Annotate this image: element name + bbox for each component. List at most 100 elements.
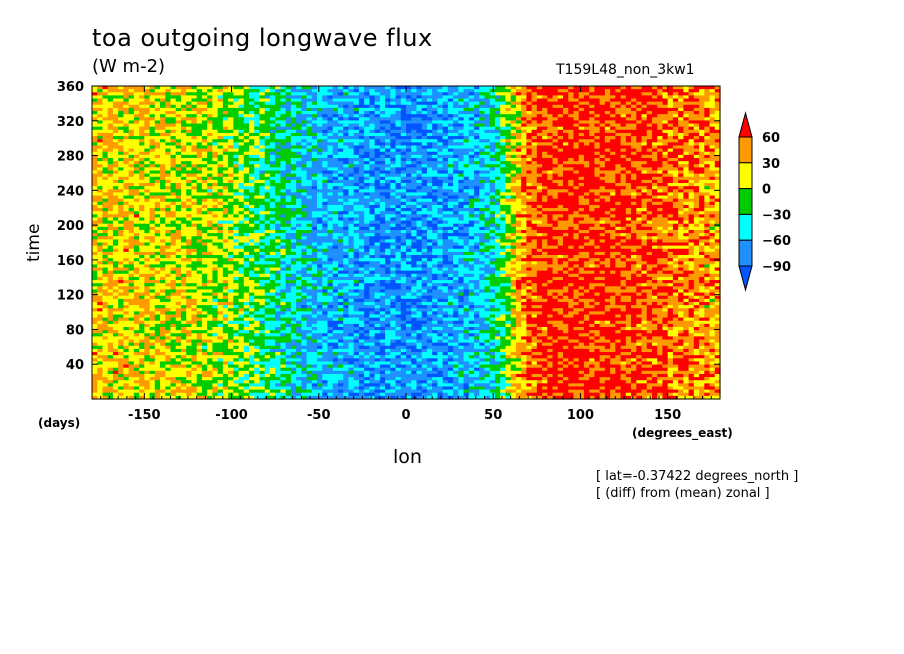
heatmap-cell [332, 123, 339, 128]
heatmap-cell [589, 126, 595, 131]
heatmap-cell [196, 117, 203, 122]
heatmap-cell [620, 195, 627, 200]
heatmap-cell [296, 104, 302, 109]
heatmap-cell [301, 208, 308, 212]
heatmap-cell [406, 145, 412, 150]
heatmap-cell [479, 136, 486, 140]
heatmap-cell [343, 92, 350, 96]
heatmap-cell [688, 192, 695, 197]
heatmap-cell [123, 214, 130, 219]
heatmap-cell [212, 183, 219, 187]
heatmap-cell [468, 154, 475, 159]
heatmap-cell [118, 183, 124, 187]
heatmap-cell [238, 192, 245, 197]
heatmap-cell [296, 139, 302, 143]
heatmap-cell [212, 104, 219, 109]
heatmap-cell [348, 92, 355, 96]
heatmap-cell [604, 98, 611, 103]
heatmap-cell [699, 145, 705, 150]
heatmap-cell [201, 148, 208, 153]
heatmap-cell [290, 86, 297, 90]
heatmap-cell [102, 101, 109, 106]
heatmap-cell [667, 114, 674, 118]
heatmap-cell [636, 183, 643, 187]
heatmap-cell [191, 173, 198, 178]
heatmap-cell [364, 89, 370, 93]
heatmap-cell [542, 123, 548, 128]
heatmap-cell [709, 208, 716, 212]
heatmap-cell [170, 92, 177, 96]
heatmap-cell [568, 176, 575, 181]
heatmap-cell [631, 173, 637, 178]
heatmap-cell [149, 183, 156, 187]
heatmap-cell [374, 176, 381, 181]
heatmap-cell [222, 111, 229, 115]
heatmap-cell [699, 92, 705, 96]
heatmap-cell [651, 179, 658, 184]
heatmap-cell [568, 95, 575, 100]
heatmap-cell [688, 198, 695, 203]
heatmap-cell [442, 123, 449, 128]
heatmap-cell [699, 107, 705, 112]
heatmap-cell [165, 145, 172, 150]
heatmap-cell [180, 173, 187, 178]
heatmap-cell [212, 92, 219, 96]
heatmap-cell [563, 164, 569, 168]
heatmap-cell [364, 120, 370, 125]
heatmap-cell [437, 211, 444, 215]
heatmap-cell [458, 189, 465, 194]
heatmap-cell [290, 161, 297, 165]
heatmap-cell [437, 145, 444, 150]
heatmap-cell [264, 120, 271, 125]
heatmap-cell [332, 86, 339, 90]
heatmap-cell [123, 179, 130, 184]
heatmap-cell [578, 179, 585, 184]
heatmap-cell [149, 120, 156, 125]
heatmap-cell [442, 104, 449, 109]
heatmap-cell [264, 129, 271, 134]
heatmap-cell [196, 176, 203, 181]
heatmap-cell [489, 86, 496, 90]
heatmap-cell [494, 95, 501, 100]
heatmap-cell [489, 92, 496, 96]
heatmap-cell [217, 111, 224, 115]
heatmap-cell [275, 129, 281, 134]
heatmap-cell [510, 139, 517, 143]
heatmap-cell [589, 198, 595, 203]
heatmap-cell [165, 107, 172, 112]
heatmap-cell [343, 167, 350, 172]
heatmap-cell [578, 104, 585, 109]
heatmap-cell [306, 170, 313, 175]
heatmap-cell [411, 208, 418, 212]
heatmap-cell [144, 151, 151, 156]
heatmap-cell [337, 192, 344, 197]
heatmap-cell [170, 151, 177, 156]
heatmap-cell [515, 126, 522, 131]
heatmap-cell [625, 98, 632, 103]
heatmap-cell [175, 164, 182, 168]
heatmap-cell [233, 183, 240, 187]
heatmap-cell [186, 95, 193, 100]
heatmap-cell [526, 179, 533, 184]
heatmap-cell [568, 208, 575, 212]
heatmap-cell [678, 114, 684, 118]
heatmap-cell [154, 92, 161, 96]
heatmap-cell [92, 148, 98, 153]
heatmap-cell [296, 157, 302, 162]
heatmap-cell [217, 189, 224, 194]
heatmap-cell [594, 198, 601, 203]
heatmap-cell [531, 142, 538, 147]
heatmap-cell [112, 204, 119, 209]
heatmap-cell [222, 98, 229, 103]
heatmap-cell [688, 117, 695, 122]
heatmap-cell [107, 145, 114, 150]
heatmap-cell [678, 195, 684, 200]
heatmap-cell [102, 142, 109, 147]
heatmap-cell [112, 92, 119, 96]
heatmap-cell [212, 86, 219, 90]
heatmap-cell [395, 120, 402, 125]
heatmap-cell [175, 214, 182, 219]
heatmap-cell [573, 117, 580, 122]
heatmap-cell [620, 86, 627, 90]
heatmap-cell [615, 192, 622, 197]
